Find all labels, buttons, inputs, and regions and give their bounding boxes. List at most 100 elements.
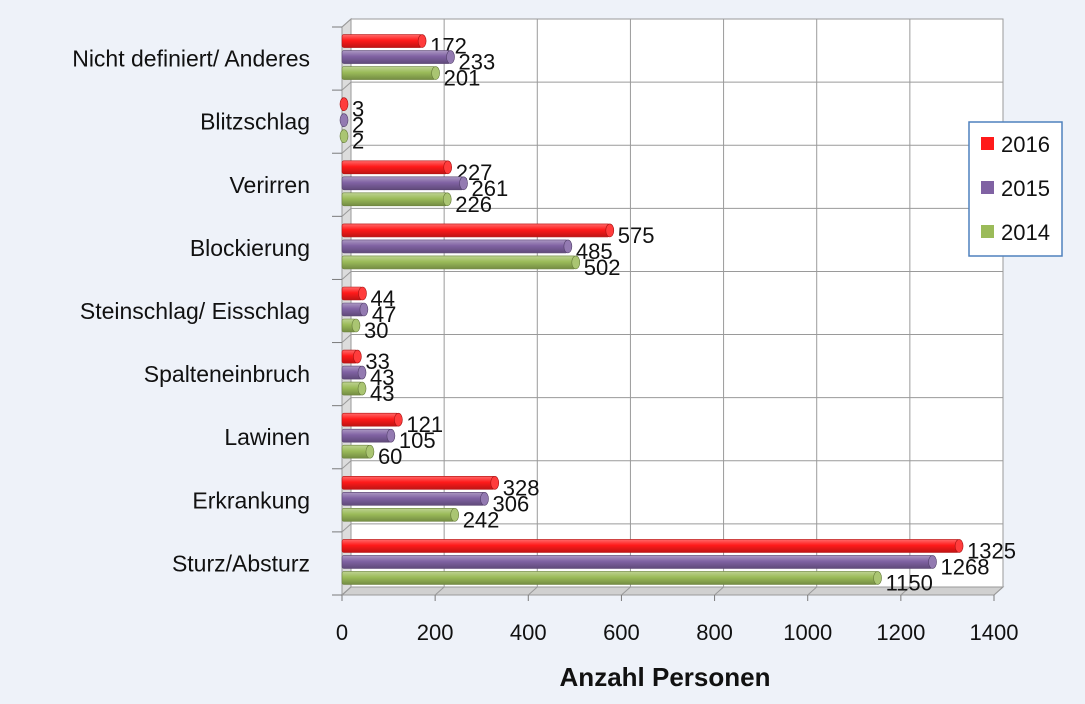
x-tick-label: 600	[603, 620, 640, 645]
data-label: 43	[370, 381, 394, 406]
bar-cap-2014	[357, 381, 367, 396]
bar-cap-2016	[339, 97, 349, 111]
bar-cap-2014	[431, 66, 440, 80]
x-tick-label: 1000	[783, 620, 832, 645]
data-label: 328	[503, 475, 540, 500]
y-gridline-side	[341, 523, 352, 533]
bar-2014	[341, 66, 436, 80]
bar-2015	[341, 428, 392, 443]
category-label: Sturz/Absturz	[172, 550, 310, 576]
data-label: 2	[352, 129, 364, 154]
data-label: 1150	[886, 570, 933, 595]
data-label: 1268	[941, 554, 990, 579]
data-label: 33	[365, 349, 389, 374]
data-label: 502	[584, 255, 621, 280]
legend-label: 2015	[1001, 176, 1050, 201]
y-gridline-side	[341, 144, 352, 154]
data-label: 1325	[967, 538, 1016, 563]
data-label: 44	[370, 286, 394, 311]
data-label: 575	[618, 223, 655, 248]
data-label: 261	[472, 176, 509, 201]
x-gridline-floor	[527, 586, 538, 596]
y-gridline-side	[341, 18, 352, 28]
legend-label: 2014	[1001, 220, 1050, 245]
data-label: 30	[364, 318, 388, 343]
bar-cap-2015	[459, 176, 468, 191]
bar-cap-2015	[563, 239, 573, 254]
bar-cap-2016	[490, 476, 500, 490]
category-label: Blitzschlag	[200, 109, 310, 135]
bar-cap-2014	[351, 318, 361, 333]
bar-cap-2016	[358, 286, 367, 301]
x-tick-label: 0	[336, 620, 348, 645]
bar-2015	[341, 239, 569, 254]
bar-cap-2015	[359, 302, 369, 317]
bar-2014	[341, 255, 577, 270]
bar-cap-2016	[417, 34, 427, 48]
bar-cap-2016	[353, 349, 362, 364]
bar-cap-2014	[571, 255, 581, 270]
bar-cap-2015	[339, 113, 349, 127]
bar-2014	[341, 571, 878, 585]
bar-cap-2015	[386, 428, 396, 443]
category-label: Lawinen	[224, 424, 310, 450]
data-label: 43	[370, 365, 394, 390]
y-gridline-side	[341, 397, 352, 407]
bar-2016	[341, 223, 611, 238]
bar-cap-2014	[450, 508, 460, 522]
data-label: 485	[576, 239, 613, 264]
bar-2015	[341, 555, 933, 569]
category-label: Spalteneinbruch	[144, 361, 310, 387]
bar-2016	[341, 34, 423, 48]
y-gridline-side	[341, 460, 352, 470]
bar-cap-2015	[446, 50, 455, 64]
bar-2015	[341, 50, 451, 64]
x-tick-label: 800	[696, 620, 733, 645]
data-label: 242	[463, 507, 500, 532]
data-label: 121	[406, 412, 443, 437]
bar-cap-2015	[357, 365, 367, 380]
category-label: Nicht definiert/ Anderes	[72, 46, 310, 72]
x-tick-label: 200	[417, 620, 454, 645]
x-tick-label: 1200	[876, 620, 925, 645]
y-gridline-side	[341, 271, 352, 280]
data-label: 60	[378, 444, 402, 469]
bar-cap-2016	[394, 412, 403, 427]
legend-swatch-2015	[981, 181, 994, 194]
x-gridline-floor	[993, 586, 1004, 596]
x-gridline-floor	[900, 586, 911, 596]
data-label: 306	[493, 491, 530, 516]
data-label: 226	[455, 192, 492, 217]
data-label: 233	[459, 50, 496, 75]
bar-cap-2014	[339, 129, 349, 143]
x-gridline-floor	[807, 586, 818, 596]
bar-2016	[341, 412, 399, 427]
data-label: 201	[444, 66, 481, 91]
category-label: Blockierung	[190, 235, 310, 261]
bar-2015	[341, 176, 464, 191]
y-gridline-side	[341, 81, 352, 91]
y-gridline-side	[341, 586, 352, 596]
bar-2016	[341, 476, 496, 490]
bar-cap-2015	[480, 492, 489, 506]
bar-2016	[341, 539, 960, 553]
x-tick-label: 400	[510, 620, 547, 645]
category-label: Verirren	[229, 172, 310, 198]
legend-swatch-2016	[981, 137, 994, 150]
bar-2015	[341, 492, 485, 506]
x-gridline-floor	[621, 586, 631, 596]
bar-cap-2014	[365, 444, 375, 459]
x-axis-title: Anzahl Personen	[560, 662, 771, 692]
data-label: 3	[352, 97, 364, 122]
bar-cap-2016	[605, 223, 615, 238]
x-tick-label: 1400	[970, 620, 1019, 645]
bar-2016	[341, 160, 449, 175]
x-gridline-floor	[434, 586, 445, 596]
data-label: 47	[372, 302, 396, 327]
x-gridline-floor	[714, 586, 724, 596]
bar-cap-2016	[443, 160, 453, 175]
data-label: 2	[352, 113, 364, 138]
y-gridline-side	[341, 207, 352, 217]
